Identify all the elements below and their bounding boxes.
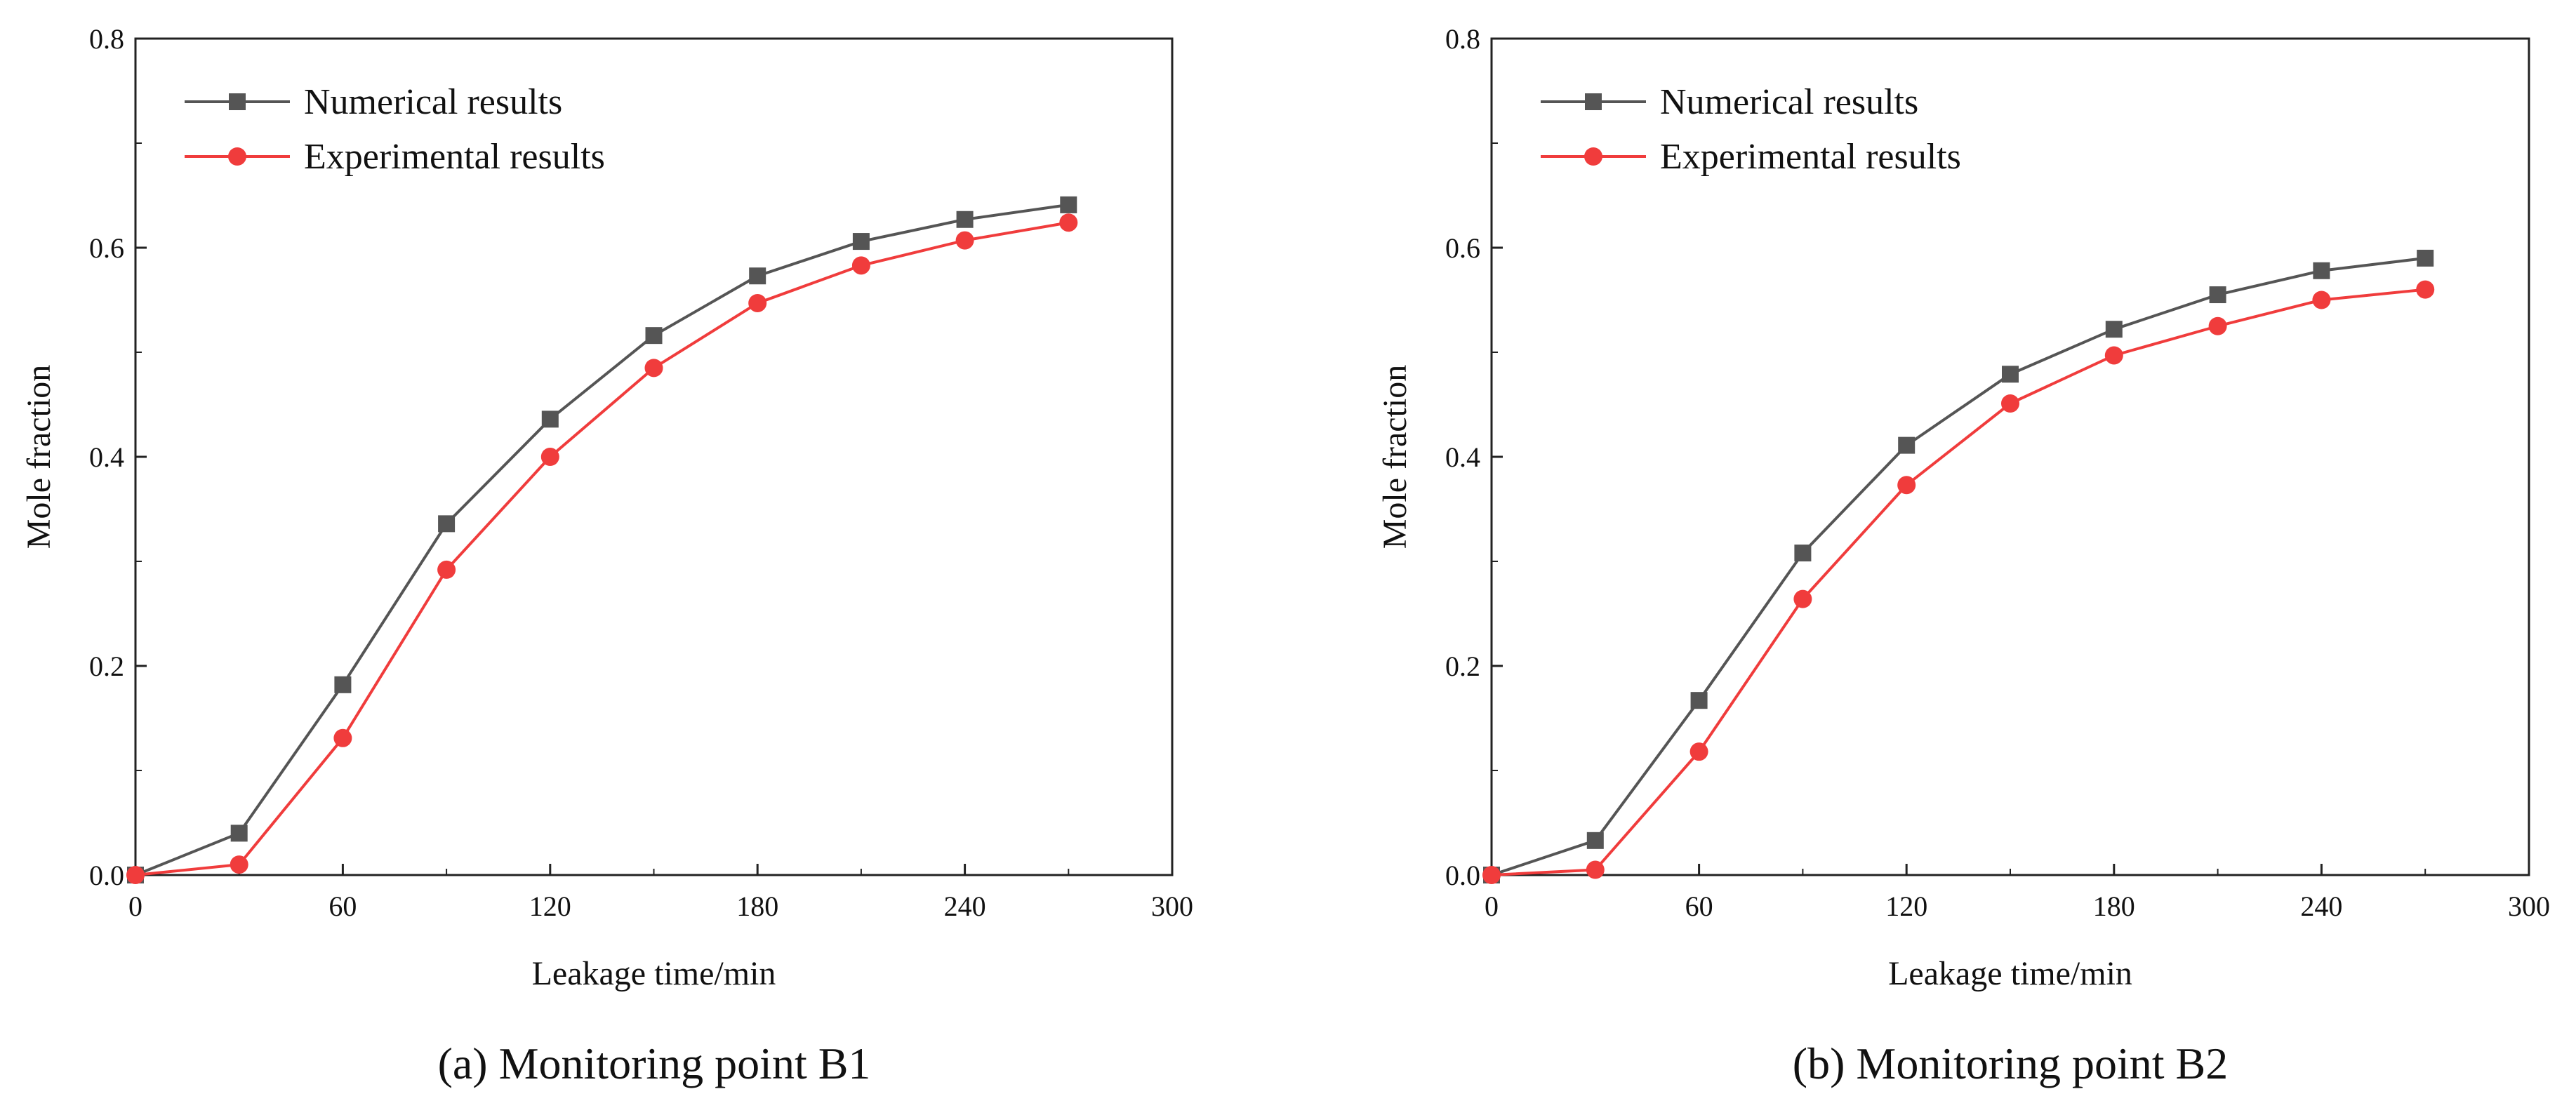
data-point-circle (2208, 316, 2227, 335)
legend-marker-circle (228, 147, 246, 166)
series-numerical (127, 196, 1077, 883)
x-tick-label: 60 (1685, 890, 1713, 922)
data-point-circle (1689, 742, 1708, 761)
figure-caption: (a) Monitoring point B1 (438, 1039, 871, 1088)
data-point-circle (1059, 213, 1078, 232)
x-tick-label: 180 (736, 890, 778, 922)
y-tick-label: 0.8 (1445, 23, 1480, 55)
data-point-square (438, 515, 456, 533)
data-point-circle (955, 231, 974, 250)
data-point-circle (1586, 860, 1605, 879)
data-point-square (749, 267, 766, 285)
plot-frame (134, 37, 1174, 876)
series-experimental (1482, 280, 2435, 884)
legend: Numerical results Experimental results (1541, 82, 1961, 177)
x-tick-label: 120 (529, 890, 571, 922)
x-tick-label: 60 (328, 890, 357, 922)
legend-marker-square (229, 93, 246, 110)
data-point-circle (333, 728, 352, 747)
data-point-circle (437, 560, 456, 579)
chart-panel-b: 0 60 120 180 240 300 0.0 0.2 0.4 0.6 0.8 Leakage ti… (1376, 23, 2550, 1088)
data-point-square (1898, 436, 1916, 454)
y-axis-label: Mole fraction (20, 365, 58, 549)
legend-label: Numerical results (304, 82, 562, 122)
data-point-circle (1482, 866, 1501, 884)
x-tick-label: 300 (1151, 890, 1193, 922)
data-point-square (956, 211, 974, 228)
legend: Numerical results Experimental results (185, 82, 605, 177)
legend-marker-circle (1584, 147, 1602, 166)
y-tick-label: 0.4 (89, 441, 124, 473)
x-axis-label: Leakage time/min (1888, 955, 2132, 992)
data-point-circle (126, 866, 145, 884)
series-line (1491, 256, 2426, 876)
data-point-square (1586, 832, 1604, 849)
data-point-square (230, 825, 248, 842)
data-point-square (2313, 262, 2330, 279)
data-point-circle (851, 256, 870, 275)
y-tick-label: 0.6 (1445, 232, 1480, 264)
x-tick-label: 240 (944, 890, 986, 922)
y-tick-label: 0.0 (89, 860, 124, 891)
data-point-square (2209, 286, 2226, 304)
chart-panel-a: 0 60 120 180 240 300 0.0 0.2 0.4 0.6 0.8 Leakage ti… (20, 23, 1193, 1088)
data-point-circle (230, 855, 248, 874)
figure-caption: (b) Monitoring point B2 (1793, 1039, 2228, 1088)
data-point-square (1060, 196, 1077, 213)
data-point-circle (2104, 346, 2123, 365)
x-tick-label: 0 (128, 890, 142, 922)
legend-marker-square (1585, 93, 1602, 110)
y-tick-label: 0.0 (1445, 860, 1480, 891)
data-point-circle (2001, 394, 2019, 413)
data-point-square (2417, 249, 2434, 267)
data-point-square (1690, 692, 1708, 709)
series-line (135, 203, 1069, 876)
series-line (135, 221, 1069, 876)
data-point-circle (748, 293, 767, 312)
y-tick-label: 0.2 (1445, 650, 1480, 682)
data-point-square (541, 411, 559, 428)
data-point-circle (2416, 280, 2435, 299)
y-tick-label: 0.4 (1445, 441, 1480, 473)
x-tick-label: 0 (1485, 890, 1499, 922)
data-point-square (1794, 545, 1812, 562)
x-tick-label: 300 (2508, 890, 2550, 922)
legend-label: Numerical results (1660, 82, 1918, 122)
series-numerical (1483, 249, 2434, 883)
legend-label: Experimental results (304, 137, 605, 177)
data-point-circle (2312, 291, 2331, 309)
data-point-square (645, 327, 663, 345)
data-point-circle (644, 359, 663, 378)
x-tick-label: 120 (1885, 890, 1927, 922)
series-experimental (126, 213, 1078, 884)
x-axis-label: Leakage time/min (532, 955, 776, 992)
x-tick-label: 240 (2300, 890, 2342, 922)
data-point-square (2002, 366, 2019, 383)
data-point-circle (540, 448, 559, 466)
series-line (1491, 288, 2426, 876)
data-point-circle (1897, 476, 1916, 495)
legend-label: Experimental results (1660, 137, 1961, 177)
y-tick-label: 0.2 (89, 650, 124, 682)
data-point-square (852, 233, 870, 251)
data-point-square (2105, 321, 2123, 338)
y-tick-label: 0.8 (89, 23, 124, 55)
y-tick-label: 0.6 (89, 232, 124, 264)
data-point-square (334, 676, 352, 693)
x-tick-label: 180 (2093, 890, 2135, 922)
plot-frame (1490, 37, 2530, 876)
y-axis-label: Mole fraction (1376, 365, 1414, 549)
data-point-circle (1793, 589, 1812, 608)
